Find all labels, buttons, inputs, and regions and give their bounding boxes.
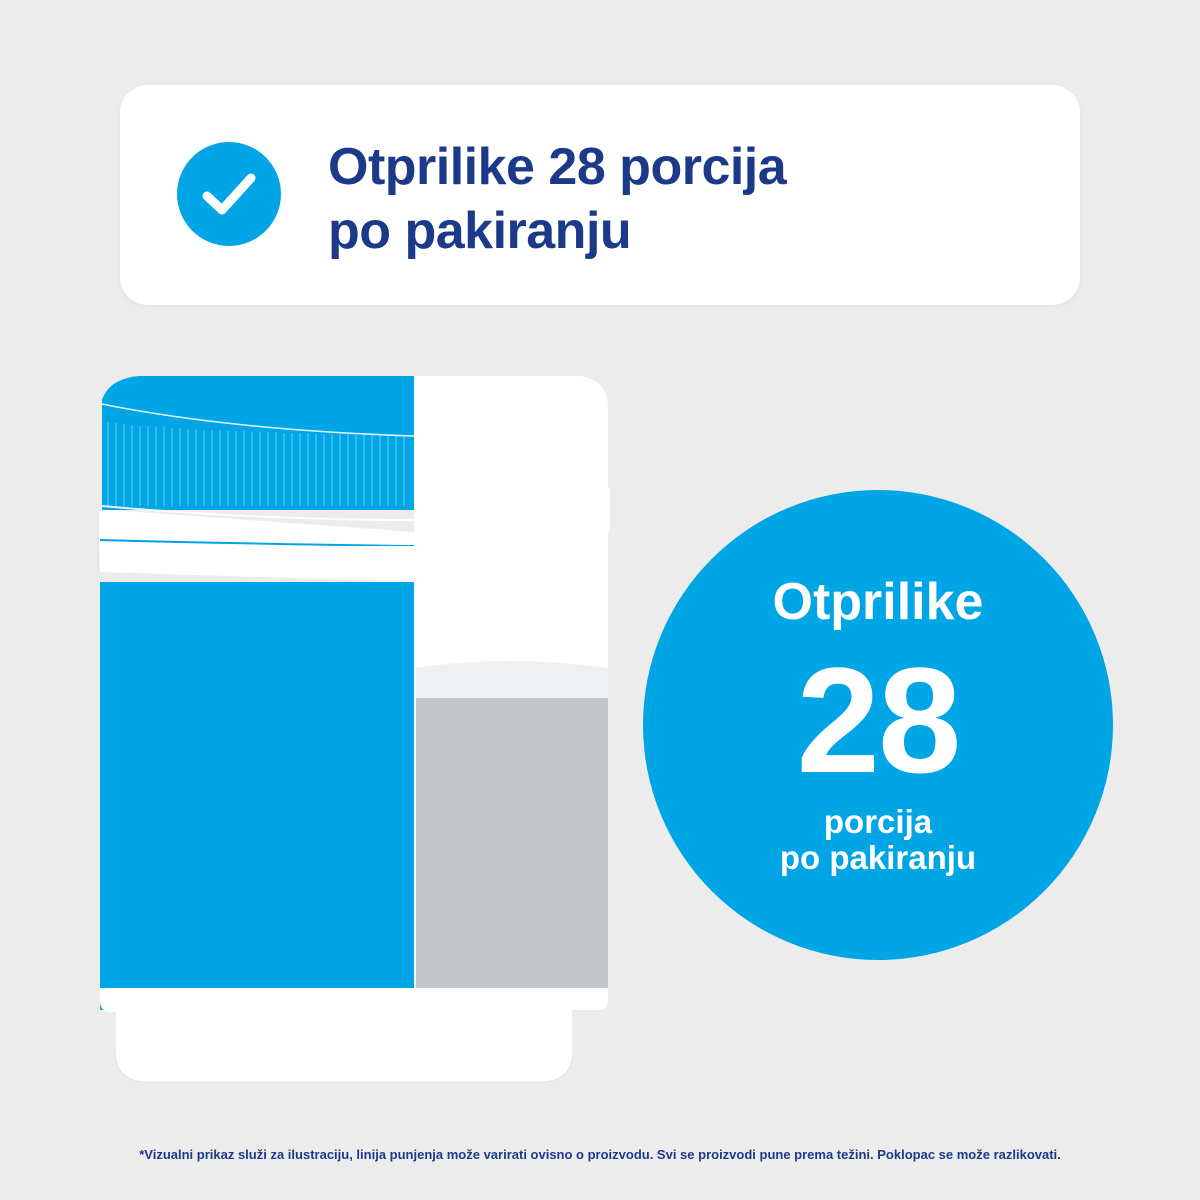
servings-label: Otprilike <box>772 573 984 631</box>
jar-illustration <box>97 376 610 1083</box>
jar-base <box>114 991 574 1083</box>
servings-unit-line-1: porcija <box>823 803 933 840</box>
jar-empty-space <box>415 505 608 668</box>
lid-ridges <box>107 422 405 506</box>
jar-lid-right <box>415 376 608 505</box>
banner-title-line-1: Otprilike 28 porcija <box>328 138 787 196</box>
servings-number: 28 <box>796 636 962 804</box>
jar-label-left <box>100 582 415 1010</box>
banner-title: Otprilike 28 porcija po pakiranju <box>328 135 948 263</box>
banner-title-line-2: po pakiranju <box>328 202 632 260</box>
servings-unit: porcija po pakiranju <box>643 804 1113 876</box>
footer-disclaimer: *Vizualni prikaz služi za ilustraciju, l… <box>139 1147 1061 1162</box>
checkmark-icon <box>177 142 281 246</box>
powder-surface <box>415 661 608 700</box>
servings-badge: Otprilike 28 porcija po pakiranju <box>643 490 1113 960</box>
jar-bottom-rim-right <box>415 988 608 1010</box>
info-banner: Otprilike 28 porcija po pakiranju <box>120 85 1080 305</box>
powder-fill <box>415 698 608 988</box>
servings-unit-line-2: po pakiranju <box>779 839 977 876</box>
